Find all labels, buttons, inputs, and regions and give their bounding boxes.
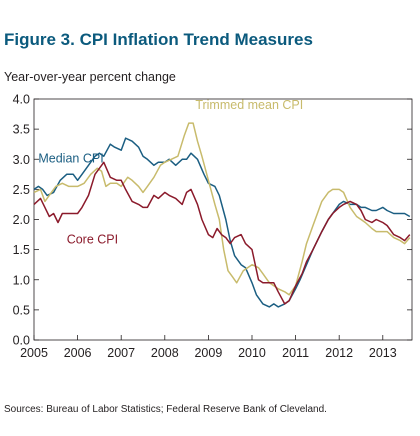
figure-title: Figure 3. CPI Inflation Trend Measures	[4, 30, 313, 49]
y-tick-label: 1.5	[13, 243, 30, 257]
y-tick-label: 2.5	[13, 183, 30, 197]
plot-frame	[33, 98, 413, 341]
x-tick-label: 2007	[107, 346, 135, 360]
y-tick-label: 3.0	[13, 153, 30, 167]
y-tick-label: 0.0	[13, 334, 30, 348]
y-tick-label: 1.0	[13, 273, 30, 287]
x-tick-label: 2005	[20, 346, 48, 360]
series-labels: Median CPI Trimmed mean CPI Core CPI	[38, 98, 303, 246]
series-label-median-cpi: Median CPI	[38, 151, 103, 165]
x-tick-label: 2011	[282, 346, 309, 360]
y-tick-label: 2.0	[13, 213, 30, 227]
x-tick-label: 2012	[325, 346, 353, 360]
y-tick-label: 3.5	[13, 123, 30, 137]
x-tick-label: 2006	[64, 346, 92, 360]
series-label-core-cpi: Core CPI	[67, 233, 118, 247]
series-label-trimmed-mean-cpi: Trimmed mean CPI	[195, 98, 303, 112]
x-tick-label: 2009	[194, 346, 222, 360]
x-tick-label: 2008	[151, 346, 179, 360]
source-note: Sources: Bureau of Labor Statistics; Fed…	[4, 404, 327, 415]
x-tick-label: 2013	[369, 346, 397, 360]
series-line-trimmed-mean-cpi	[33, 122, 411, 296]
series-line-core-cpi	[33, 161, 411, 305]
series-lines	[33, 122, 411, 308]
axes: 0.0 0.5 1.0 1.5 2.0 2.5 3.0 3.5 4.0 2005 2006 2007 2…	[13, 93, 413, 360]
y-axis-unit-label: Year-over-year percent change	[4, 70, 176, 84]
y-tick-label: 0.5	[13, 303, 30, 317]
x-tick-label: 2010	[238, 346, 266, 360]
y-tick-label: 4.0	[13, 93, 30, 107]
